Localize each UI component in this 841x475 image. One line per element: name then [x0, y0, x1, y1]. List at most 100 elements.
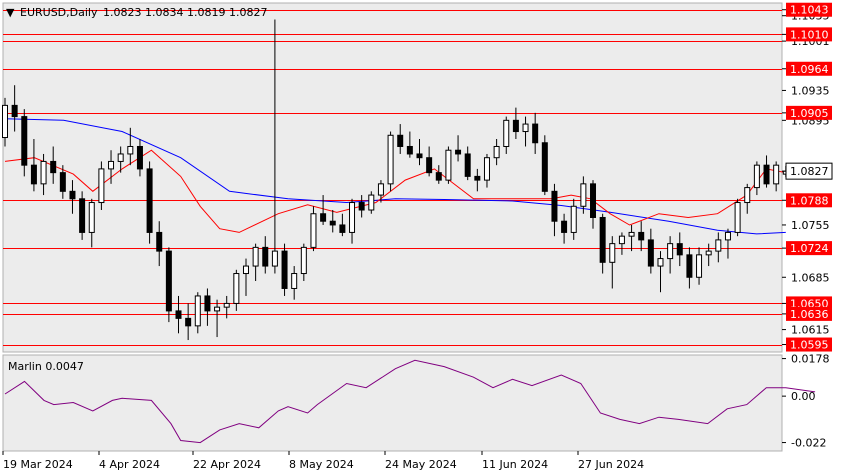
candle	[590, 180, 597, 229]
level-tag	[786, 306, 832, 321]
candle	[98, 161, 105, 211]
candle	[165, 247, 172, 323]
candle-body	[185, 317, 192, 327]
candle	[561, 213, 568, 244]
candle-body	[628, 231, 635, 237]
candle-body	[416, 153, 423, 159]
time-tick-label: 4 Apr 2024	[99, 458, 160, 471]
candle	[117, 146, 124, 173]
candle-body	[522, 123, 529, 133]
candle	[281, 243, 288, 296]
candle	[194, 292, 201, 334]
candle-body	[503, 119, 510, 147]
current-price-tag	[785, 162, 833, 180]
price-tick-label: 1.0615	[791, 324, 830, 337]
price-axis: 1.10431.10351.10101.10011.09641.09351.09…	[782, 2, 833, 352]
level-tag	[786, 2, 832, 17]
candle	[474, 168, 481, 192]
indicator-panel: 0.0178 0.00 -0.022 Marlin 0.0047	[2, 353, 830, 452]
candle	[146, 161, 153, 244]
ma-fast-line	[4, 149, 786, 233]
candle-body	[310, 213, 317, 248]
candle	[522, 116, 529, 147]
indicator-plot-area	[2, 354, 783, 452]
candle-body	[2, 104, 8, 139]
candle-body	[551, 190, 558, 222]
candle-body	[474, 175, 481, 181]
indicator-label: Marlin 0.0047	[8, 360, 84, 373]
candle-body	[281, 250, 288, 289]
candle	[599, 213, 606, 274]
candle	[329, 210, 336, 233]
candle	[493, 139, 500, 166]
moving-averages	[4, 118, 786, 235]
time-tick-label: 19 Mar 2024	[3, 458, 73, 471]
candle	[753, 161, 760, 196]
candle-body	[561, 220, 568, 233]
candle-body	[435, 172, 442, 181]
candle	[69, 180, 76, 214]
candle	[763, 155, 770, 188]
candle-body	[108, 160, 115, 170]
candle-body	[667, 243, 674, 260]
time-tick-label: 24 May 2024	[385, 458, 457, 471]
candle	[705, 243, 712, 267]
candle-body	[11, 104, 18, 118]
candle-body	[262, 246, 269, 267]
candle-body	[696, 254, 703, 278]
candlesticks	[2, 19, 789, 341]
candle-body	[349, 202, 356, 233]
candle	[455, 135, 462, 162]
candle-body	[647, 239, 654, 267]
candle	[503, 116, 510, 154]
price-tick-label: 1.0685	[791, 271, 830, 284]
candle	[715, 232, 722, 263]
candle-body	[734, 202, 741, 233]
candle-body	[618, 235, 625, 245]
candle	[686, 247, 693, 289]
candle	[464, 146, 471, 181]
candle	[136, 139, 143, 177]
ma-slow-line	[4, 118, 786, 235]
candle	[233, 269, 240, 311]
candle	[349, 198, 356, 244]
candle-body	[175, 310, 182, 319]
candle	[541, 135, 548, 196]
candle-body	[377, 183, 384, 196]
menu-chevron-down-icon[interactable]: ▼	[6, 6, 15, 19]
candle-body	[580, 183, 587, 207]
candle	[358, 195, 365, 218]
candle	[773, 161, 780, 192]
candle	[483, 153, 490, 188]
candle	[2, 97, 8, 147]
candle-body	[88, 202, 95, 233]
candle	[435, 165, 442, 184]
candle-body	[136, 145, 143, 170]
indicator-tick-label: 0.0178	[791, 353, 830, 366]
indicator-axis: 0.0178 0.00 -0.022	[782, 353, 830, 450]
candle	[696, 247, 703, 285]
ohlc-readout: 1.0823 1.0834 1.0819 1.0827	[103, 6, 267, 19]
candle-body	[773, 164, 780, 185]
candle-body	[69, 190, 76, 200]
candle-body	[50, 160, 57, 174]
candle	[127, 127, 134, 166]
candle	[50, 146, 57, 184]
time-axis: 19 Mar 2024 4 Apr 2024 22 Apr 2024 8 May 20…	[2, 451, 644, 471]
candle-body	[541, 142, 548, 192]
candle	[30, 139, 37, 192]
candle-body	[426, 157, 433, 174]
candle	[339, 213, 346, 237]
candle-body	[233, 273, 240, 304]
candle	[387, 131, 394, 192]
level-tag	[786, 337, 832, 352]
current-price-label: 1.0827	[790, 165, 829, 178]
candle	[580, 176, 587, 214]
level-tag-label: 1.0724	[790, 242, 829, 255]
marlin-oscillator-line	[4, 359, 816, 444]
candle	[214, 299, 221, 338]
candle-body	[30, 164, 37, 185]
candle-body	[406, 145, 413, 155]
candle	[310, 206, 317, 252]
candle	[320, 195, 327, 225]
